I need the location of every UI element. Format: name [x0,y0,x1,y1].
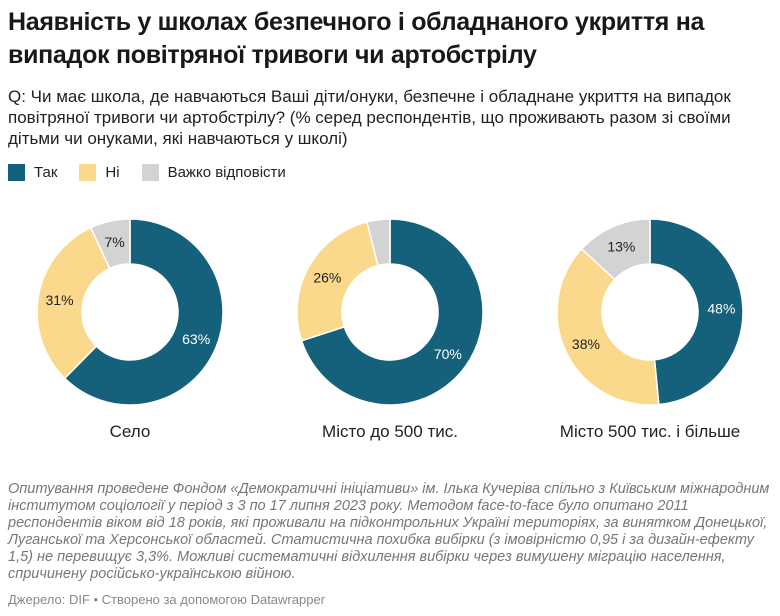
slice-label-no: 26% [313,270,341,286]
legend: Так Ні Важко відповісти [8,160,308,184]
donut-slice-yes [649,218,744,406]
legend-swatch-hard-to-say [141,163,159,181]
donut-slice-no [556,247,660,406]
slice-label-yes: 63% [182,331,210,347]
donut-charts: 63% 31% 7% Село 70% 26% Місто до 500 тис. 48% 38… [36,218,744,441]
slice-label-yes: 70% [434,346,462,362]
source-credit: Джерело: DIF • Створено за допомогою Dat… [8,592,326,607]
donut-slice-hard-to-say [580,218,651,281]
legend-label-no: Ні [105,163,120,181]
donut-slice-hard-to-say [89,218,131,270]
donut-slice-no [296,221,379,342]
methodology-notes: Опитування проведене Фондом «Демократичн… [8,481,770,582]
legend-label-hard-to-say: Важко відповісти [167,163,286,181]
donut-slice-hard-to-say [365,218,391,267]
slice-label-no: 31% [46,292,74,308]
slice-label-no: 38% [572,336,600,352]
slice-label-hard-to-say: 7% [104,234,124,250]
legend-swatch-yes [8,163,25,181]
chart-title: Наявність у школах безпечного і обладнан… [8,8,705,69]
legend-item-no: Ні [79,163,120,181]
legend-item-yes: Так [8,163,58,181]
slice-label-hard-to-say: 13% [607,238,635,254]
category-label: Місто 500 тис. і більше [560,422,740,441]
donut-slice-yes [300,218,484,406]
legend-swatch-no [79,163,97,181]
slice-label-yes: 48% [707,301,735,317]
category-label: Місто до 500 тис. [322,422,458,441]
donut-slice-yes [63,218,224,406]
legend-label-yes: Так [34,163,58,181]
donut-slice-no [36,226,111,380]
chart-subtitle: Q: Чи має школа, де навчаються Ваші діти… [8,87,731,148]
legend-item-hard-to-say: Важко відповісти [141,163,286,181]
category-label: Село [110,422,151,441]
